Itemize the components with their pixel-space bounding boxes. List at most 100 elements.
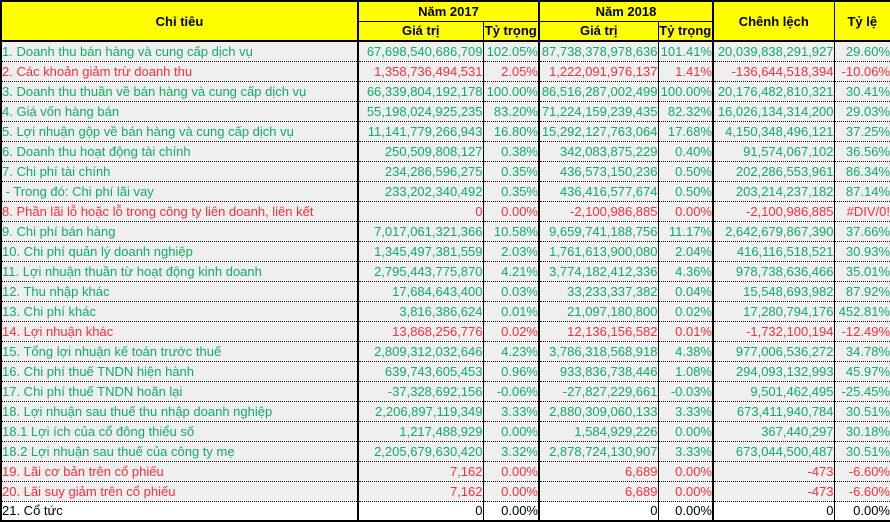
cell-2018-share: 1.41%	[657, 60, 714, 82]
cell-2017-value: 55,198,024,925,235	[357, 100, 484, 122]
table-row: 18.2 Lợi nhuận sau thuế của công ty mẹ 2,…	[0, 440, 890, 462]
cell-label: 2. Các khoản giảm trừ doanh thu	[0, 60, 359, 82]
table-row: 21. Cổ tức 0 0.00% 0 0.00% 0 0.00%	[0, 500, 890, 522]
cell-rate: 86.34%	[833, 160, 890, 182]
cell-2018-share: 0.00%	[657, 500, 714, 522]
cell-2017-value: 7,162	[357, 460, 484, 482]
cell-2018-value: 86,516,287,002,499	[538, 80, 659, 102]
cell-2017-value: 2,206,897,119,349	[357, 400, 484, 422]
cell-diff: -2,100,986,885	[712, 200, 835, 222]
cell-2018-share: 17.68%	[657, 120, 714, 142]
cell-rate: 36.56%	[833, 140, 890, 162]
cell-diff: 673,411,940,784	[712, 400, 835, 422]
cell-label: 4. Giá vốn hàng bán	[0, 100, 359, 122]
cell-label: 3. Doanh thu thuần về bán hàng và cung c…	[0, 80, 359, 102]
cell-2017-share: 2.05%	[482, 60, 540, 82]
cell-2018-share: 11.17%	[657, 220, 714, 242]
cell-2017-share: 0.01%	[482, 300, 540, 322]
table-body: 1. Doanh thu bán hàng và cung cấp dịch v…	[0, 40, 890, 522]
cell-rate: 30.93%	[833, 240, 890, 262]
cell-diff: 367,440,297	[712, 420, 835, 442]
cell-2017-value: 233,202,340,492	[357, 180, 484, 202]
cell-2018-value: 12,136,156,582	[538, 320, 659, 342]
cell-2018-share: 0.04%	[657, 280, 714, 302]
cell-diff: -136,644,518,394	[712, 60, 835, 82]
header-ty-trong-2017: Tỷ trọng	[482, 20, 540, 42]
cell-label: 5. Lợi nhuận gộp về bán hàng và cung cấp…	[0, 120, 359, 142]
cell-label: 19. Lãi cơ bản trên cổ phiếu	[0, 460, 359, 482]
cell-label: 14. Lợi nhuận khác	[0, 320, 359, 342]
cell-2017-share: 4.21%	[482, 260, 540, 282]
cell-rate: -10.06%	[833, 60, 890, 82]
table-row: 6. Doanh thu hoạt động tài chính 250,509,…	[0, 140, 890, 162]
cell-2017-share: 0.00%	[482, 500, 540, 522]
cell-2017-share: 0.38%	[482, 140, 540, 162]
cell-2018-value: 71,224,159,239,435	[538, 100, 659, 122]
header-chi-tieu: Chỉ tiêu	[0, 0, 359, 42]
cell-2017-value: 250,509,808,127	[357, 140, 484, 162]
cell-label: - Trong đó: Chi phí lãi vay	[0, 180, 359, 202]
cell-2017-share: 4.23%	[482, 340, 540, 362]
header-gia-tri-2018: Giá trị	[538, 20, 659, 42]
cell-rate: #DIV/0!	[833, 200, 890, 222]
cell-2017-share: 2.03%	[482, 240, 540, 262]
table-row: 15. Tổng lợi nhuận kế toán trước thuế 2,8…	[0, 340, 890, 362]
cell-rate: 29.60%	[833, 40, 890, 62]
cell-label: 18.2 Lợi nhuận sau thuế của công ty mẹ	[0, 440, 359, 462]
cell-rate: 452.81%	[833, 300, 890, 322]
cell-2017-value: 0	[357, 500, 484, 522]
cell-diff: 4,150,348,496,121	[712, 120, 835, 142]
cell-2018-value: 436,573,150,236	[538, 160, 659, 182]
cell-2018-share: 4.38%	[657, 340, 714, 362]
cell-2018-share: 0.00%	[657, 200, 714, 222]
table-row: 18. Lợi nhuận sau thuế thu nhập doanh ng…	[0, 400, 890, 422]
table-row: 2. Các khoản giảm trừ doanh thu 1,358,736…	[0, 60, 890, 82]
cell-label: 1. Doanh thu bán hàng và cung cấp dịch v…	[0, 40, 359, 62]
cell-2017-share: 0.35%	[482, 160, 540, 182]
cell-diff: 203,214,237,182	[712, 180, 835, 202]
cell-diff: 202,286,553,961	[712, 160, 835, 182]
cell-2018-value: 3,786,318,568,918	[538, 340, 659, 362]
cell-label: 6. Doanh thu hoạt động tài chính	[0, 140, 359, 162]
cell-2017-value: 7,162	[357, 480, 484, 502]
cell-diff: 294,093,132,993	[712, 360, 835, 382]
cell-rate: 45.97%	[833, 360, 890, 382]
cell-2018-value: 87,738,378,978,636	[538, 40, 659, 62]
cell-label: 8. Phần lãi lỗ hoặc lỗ trong công ty liê…	[0, 200, 359, 222]
cell-2018-share: 1.08%	[657, 360, 714, 382]
header-ty-trong-2018: Tỷ trọng	[657, 20, 714, 42]
header-gia-tri-2017: Giá trị	[357, 20, 484, 42]
cell-rate: 30.51%	[833, 440, 890, 462]
cell-2018-value: 1,761,613,900,080	[538, 240, 659, 262]
header-ty-le: Tỷ lệ	[833, 0, 890, 42]
table-row: 12. Thu nhập khác 17,684,643,400 0.03% 33,2…	[0, 280, 890, 302]
table-row: 3. Doanh thu thuần về bán hàng và cung c…	[0, 80, 890, 102]
cell-2017-value: 234,286,596,275	[357, 160, 484, 182]
cell-rate: 30.51%	[833, 400, 890, 422]
cell-diff: 15,548,693,982	[712, 280, 835, 302]
cell-label: 20. Lãi suy giảm trên cổ phiếu	[0, 480, 359, 502]
table-row: 11. Lợi nhuận thuần từ hoạt động kinh do…	[0, 260, 890, 282]
cell-rate: -6.60%	[833, 480, 890, 502]
cell-2018-value: 9,659,741,188,756	[538, 220, 659, 242]
cell-diff: 416,116,518,521	[712, 240, 835, 262]
cell-rate: -12.49%	[833, 320, 890, 342]
cell-2018-share: 0.50%	[657, 180, 714, 202]
cell-2018-share: -0.03%	[657, 380, 714, 402]
cell-label: 11. Lợi nhuận thuần từ hoạt động kinh do…	[0, 260, 359, 282]
cell-2017-value: 1,358,736,494,531	[357, 60, 484, 82]
cell-2018-share: 0.00%	[657, 480, 714, 502]
cell-diff: 977,006,536,272	[712, 340, 835, 362]
cell-label: 15. Tổng lợi nhuận kế toán trước thuế	[0, 340, 359, 362]
table-header: Chỉ tiêu Năm 2017 Năm 2018 Chênh lệch Tỷ…	[0, 0, 890, 42]
cell-rate: 0.00%	[833, 500, 890, 522]
cell-2017-share: -0.06%	[482, 380, 540, 402]
table-row: 1. Doanh thu bán hàng và cung cấp dịch v…	[0, 40, 890, 62]
cell-2018-share: 0.50%	[657, 160, 714, 182]
cell-rate: 30.41%	[833, 80, 890, 102]
cell-diff: 17,280,794,176	[712, 300, 835, 322]
cell-label: 10. Chi phí quản lý doanh nghiệp	[0, 240, 359, 262]
cell-2018-share: 0.01%	[657, 320, 714, 342]
cell-label: 18. Lợi nhuận sau thuế thu nhập doanh ng…	[0, 400, 359, 422]
